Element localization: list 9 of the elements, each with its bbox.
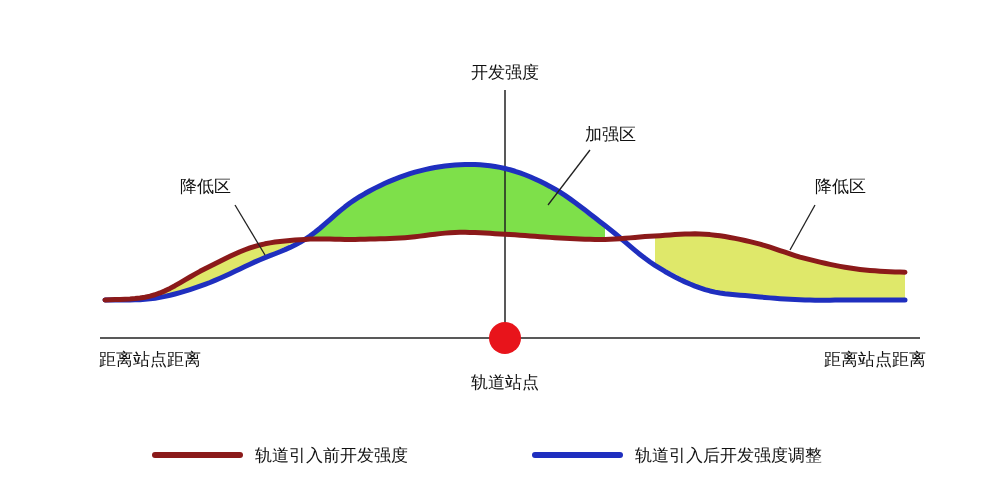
text: 轨道站点	[471, 372, 539, 392]
text: 距离站点距离	[824, 349, 926, 369]
y-axis-title: 开发强度	[471, 62, 539, 82]
x-axis-title: 距离站点距离	[99, 349, 201, 369]
text: 加强区	[584, 124, 636, 144]
legend-label: 轨道引入后开发强度调整	[635, 445, 822, 465]
annotation: 降低区	[179, 176, 231, 196]
annotation: 降低区	[814, 176, 866, 196]
legend-label: 轨道引入前开发强度	[255, 445, 408, 465]
